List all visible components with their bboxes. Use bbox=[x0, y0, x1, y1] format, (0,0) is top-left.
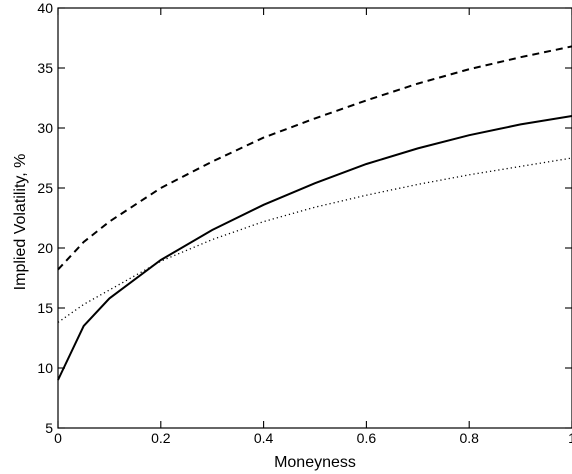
y-tick-label: 5 bbox=[45, 420, 53, 436]
y-tick-label: 10 bbox=[37, 360, 53, 376]
y-tick-label: 15 bbox=[37, 300, 53, 316]
x-axis-label: Moneyness bbox=[274, 454, 356, 471]
y-tick-label: 30 bbox=[37, 120, 53, 136]
series-line-dotted bbox=[57, 157, 572, 323]
x-tick-label: 0.6 bbox=[357, 430, 377, 446]
plot-area bbox=[57, 7, 572, 429]
series-line-solid bbox=[57, 115, 572, 381]
y-tick-label: 35 bbox=[37, 60, 53, 76]
x-tick-label: 1 bbox=[568, 430, 572, 446]
y-tick-label: 25 bbox=[37, 180, 53, 196]
y-tick-label: 40 bbox=[37, 0, 53, 16]
y-axis-label: Implied Volatility, % bbox=[12, 154, 29, 291]
x-tick-label: 0.4 bbox=[254, 430, 274, 446]
x-tick-label: 0.8 bbox=[459, 430, 479, 446]
series-layer bbox=[57, 45, 572, 381]
x-tick-label: 0.2 bbox=[151, 430, 171, 446]
y-axis: 5 10 15 20 25 30 35 40 bbox=[37, 0, 572, 436]
x-tick-label: 0 bbox=[54, 430, 62, 446]
x-axis: 0 0.2 0.4 0.6 0.8 1 bbox=[54, 8, 572, 446]
y-tick-label: 20 bbox=[37, 240, 53, 256]
plot-frame bbox=[57, 7, 572, 429]
series-line-dashed bbox=[57, 45, 572, 271]
